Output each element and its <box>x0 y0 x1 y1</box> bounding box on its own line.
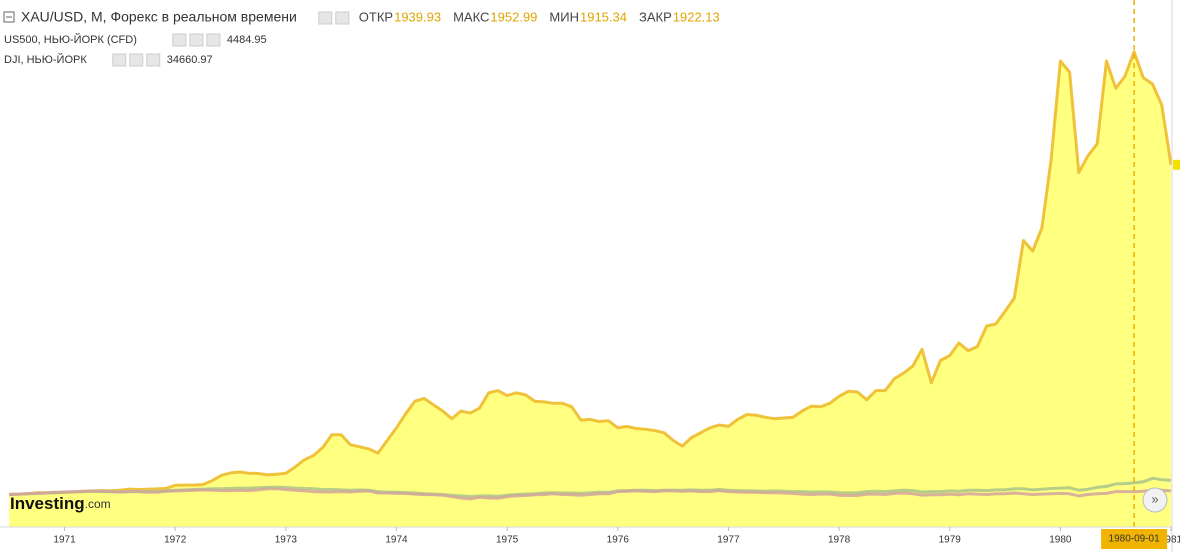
scroll-button[interactable] <box>1142 487 1168 513</box>
line <box>9 487 1172 501</box>
x-tick-label: 1975 <box>496 535 519 546</box>
line <box>9 50 1173 496</box>
legend-entry: US500, НЬЮ-ЙОРК (CFD) <box>4 33 137 46</box>
x-tick-label: 1976 <box>607 535 630 546</box>
crosshair-label: 1980-09-01 <box>1109 534 1161 545</box>
quote-values: ОТКР 1939.93 МАКС 1952.99 МИН 1915.34 ЗАКР 1922… <box>359 9 720 24</box>
logo: Investing.com <box>10 494 111 513</box>
x-axis-band <box>0 527 1180 552</box>
settings-icon <box>189 33 204 47</box>
x-tick-label: 1971 <box>53 535 76 546</box>
x-tick-label: 1972 <box>164 535 187 546</box>
chart-title: XAU/USD, M, Форекс в реальном времени <box>21 9 297 25</box>
quote-value: 1952.99 <box>490 9 537 24</box>
collapse-icon[interactable] <box>3 11 15 23</box>
settings-icon <box>335 11 350 25</box>
logo-name: Investing <box>10 494 85 513</box>
logo-suffix: .com <box>85 497 111 511</box>
settings-icon <box>146 53 161 67</box>
settings-icon <box>172 33 187 47</box>
x-tick-label: 1977 <box>717 535 740 546</box>
x-axis: 1971 1972 1973 1974 1975 1976 1977 1978 1979 1980… <box>53 527 1180 549</box>
scroll-button-icon: » <box>1151 491 1158 506</box>
quote-value: 1939.93 <box>394 9 441 24</box>
settings-icon <box>129 53 144 67</box>
quote-label: МИН <box>549 9 579 24</box>
settings-icon <box>318 11 333 25</box>
x-tick-label: 1978 <box>828 535 851 546</box>
quote-value: 1922.13 <box>673 9 720 24</box>
area <box>9 51 1172 528</box>
quote-label: ЗАКР <box>639 9 672 24</box>
settings-icon <box>112 53 127 67</box>
settings-icon <box>206 33 221 47</box>
x-tick-label: 1974 <box>385 535 408 546</box>
quote-label: МАКС <box>453 9 489 24</box>
legend-entry: DJI, НЬЮ-ЙОРК <box>4 53 87 66</box>
x-tick-label: 1981 <box>1160 535 1180 546</box>
quote-value: 1915.34 <box>580 9 627 24</box>
x-tick-label: 1973 <box>275 535 298 546</box>
x-tick-label: 1979 <box>939 535 962 546</box>
quote-label: ОТКР <box>359 9 393 24</box>
legend-value: 4484.95 <box>227 34 267 46</box>
last-value-marker <box>1173 159 1180 170</box>
legend-value: 34660.97 <box>167 54 213 66</box>
legend-icons <box>112 11 350 67</box>
x-tick-label: 1980 <box>1049 535 1072 546</box>
crosshair-label-bg <box>1101 529 1168 549</box>
plot-area <box>9 0 1180 528</box>
